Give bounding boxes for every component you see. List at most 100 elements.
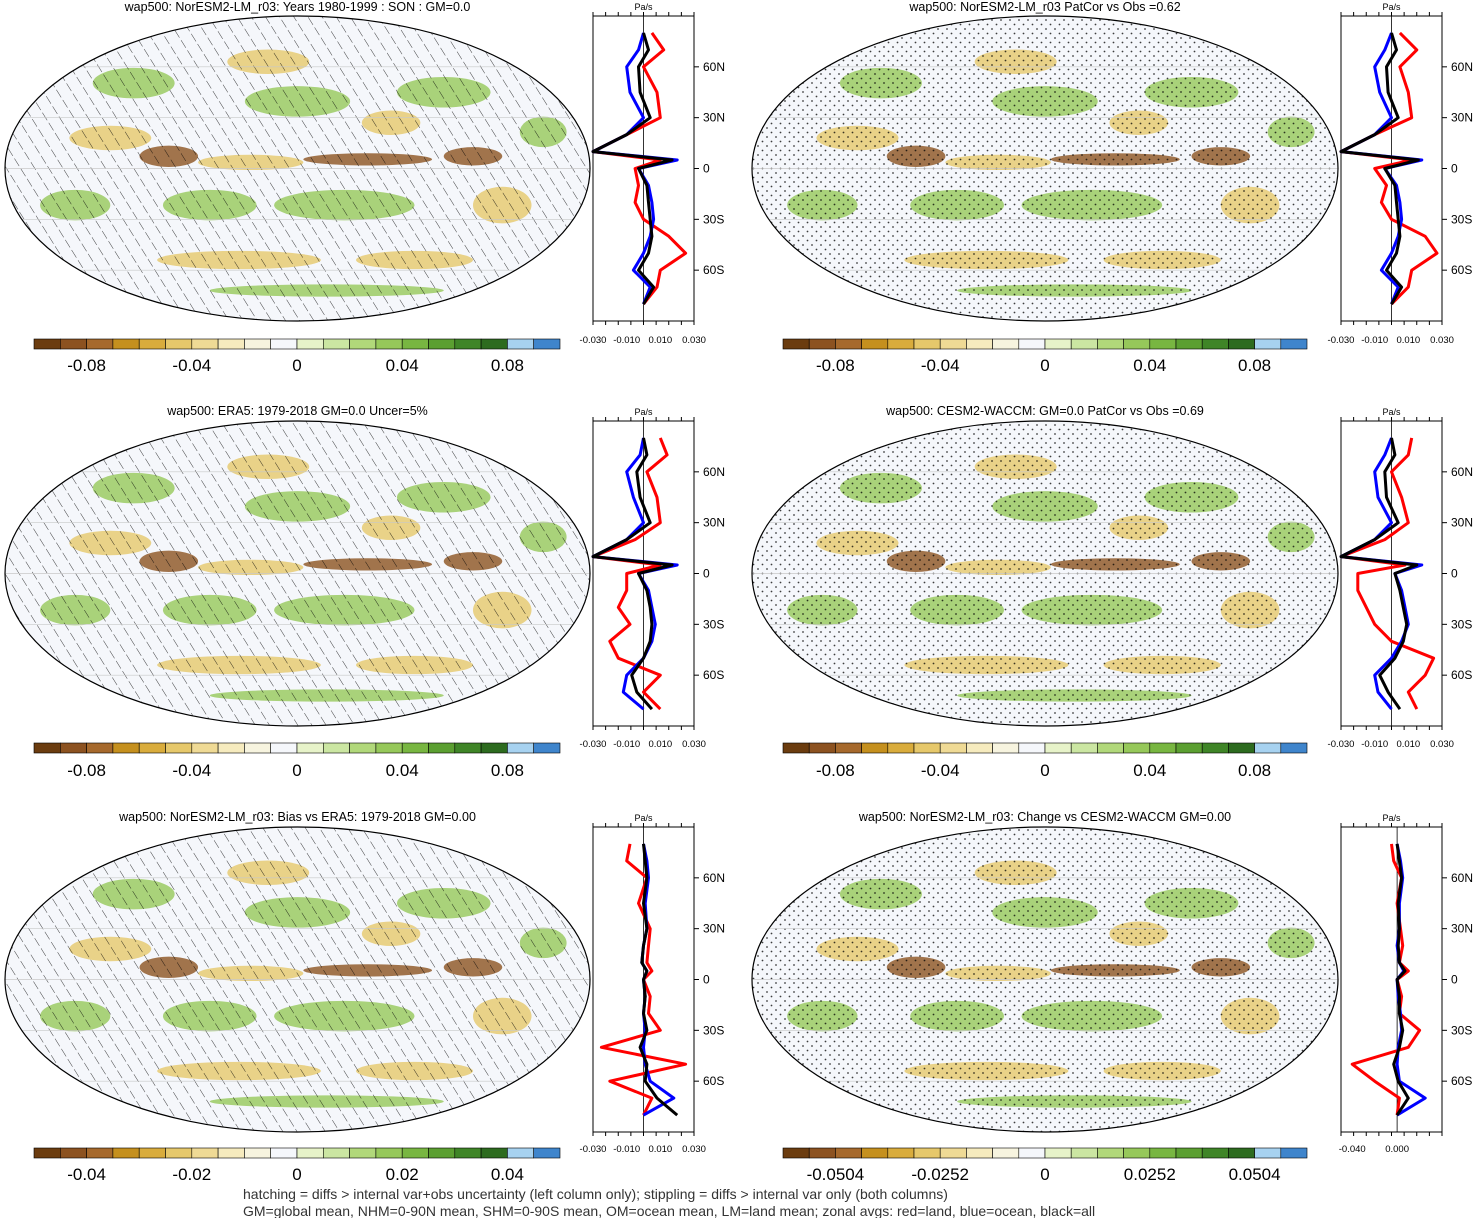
panel-1-profile-x-label: 0.030 bbox=[682, 335, 706, 346]
panel-2-profile-x-label: -0.010 bbox=[1361, 335, 1388, 346]
panel-4-colorbar-swatch bbox=[939, 742, 967, 754]
panel-2-colorbar-swatch bbox=[782, 338, 810, 350]
panel-6-profile-unit: Pa/s bbox=[1382, 813, 1401, 823]
panel-6-profile-lat-label: 30S bbox=[1451, 1023, 1472, 1037]
panel-5-profile-x-label: -0.010 bbox=[613, 1144, 640, 1155]
panel-4-profile-line-land bbox=[1339, 437, 1436, 710]
panel-5-profile-lat-label: 30S bbox=[703, 1023, 724, 1037]
panel-6-colorbar-tick-label: 0.0504 bbox=[1229, 1165, 1281, 1184]
panel-4-colorbar-swatch bbox=[992, 742, 1020, 754]
panel-2-colorbar-swatch bbox=[1044, 338, 1072, 350]
footer-line-1: hatching = diffs > internal var+obs unce… bbox=[243, 1186, 948, 1202]
panel-2-profile-x-label: -0.030 bbox=[1328, 335, 1355, 346]
panel-3-colorbar-swatch bbox=[33, 742, 61, 754]
panel-2-profile-line-ocean bbox=[1339, 32, 1424, 305]
panel-1-colorbar-tick-label: 0.04 bbox=[386, 356, 419, 375]
panel-3-colorbar-swatch bbox=[86, 742, 114, 754]
panel-1-map-outline bbox=[4, 15, 591, 322]
panel-1-colorbar-swatch bbox=[59, 338, 87, 350]
panel-5-colorbar-tick-label: 0 bbox=[292, 1165, 301, 1184]
panel-5-colorbar-swatch bbox=[59, 1147, 87, 1159]
panel-3-colorbar-swatch bbox=[191, 742, 219, 754]
panel-2-colorbar-swatch bbox=[1228, 338, 1255, 350]
panel-1-colorbar-swatch bbox=[480, 338, 508, 350]
panel-1-colorbar-tick-label: 0 bbox=[292, 356, 301, 375]
panel-3-colorbar-tick-label: 0 bbox=[292, 761, 301, 780]
panel-5-colorbar-tick-label: -0.02 bbox=[172, 1165, 211, 1184]
panel-5-profile-lat-label: 60S bbox=[703, 1074, 724, 1088]
panel-5-profile-lat-label: 0 bbox=[703, 973, 710, 987]
panel-4-profile-lat-label: 60N bbox=[1451, 465, 1473, 479]
panel-4-map-outline bbox=[751, 420, 1339, 727]
panel-3-profile-x-label: 0.010 bbox=[648, 739, 672, 750]
panel-4-colorbar-swatch bbox=[1228, 742, 1255, 754]
panel-2-profile-x-label: 0.030 bbox=[1430, 335, 1454, 346]
panel-2-map-field bbox=[752, 16, 1338, 321]
panel-6-profile-lat-label: 0 bbox=[1451, 973, 1458, 987]
panel-5-colorbar-tick-label: -0.04 bbox=[67, 1165, 106, 1184]
panel-4-colorbar-swatch bbox=[782, 742, 810, 754]
panel-6-colorbar-swatch bbox=[1228, 1147, 1255, 1159]
panel-5-colorbar-swatch bbox=[112, 1147, 140, 1159]
panel-2-profile-unit: Pa/s bbox=[1382, 2, 1401, 12]
panel-4-colorbar-tick-label: -0.08 bbox=[816, 761, 855, 780]
panel-4-colorbar-swatch bbox=[1280, 742, 1308, 754]
panel-2-colorbar-swatch bbox=[1123, 338, 1151, 350]
panel-5-colorbar-swatch bbox=[454, 1147, 482, 1159]
panel-2-colorbar-tick-label: 0.04 bbox=[1133, 356, 1166, 375]
panel-5-colorbar-swatch bbox=[349, 1147, 377, 1159]
panel-3-profile-x-label: 0.030 bbox=[682, 739, 706, 750]
panel-6-colorbar-swatch bbox=[1097, 1147, 1124, 1159]
panel-6-colorbar-swatch bbox=[1149, 1147, 1177, 1159]
panel-1-colorbar-tick-label: -0.04 bbox=[172, 356, 211, 375]
panel-3-colorbar-swatch bbox=[59, 742, 87, 754]
panel-1-colorbar-tick-label: 0.08 bbox=[491, 356, 524, 375]
panel-1-colorbar-swatch bbox=[507, 338, 534, 350]
panel-3-colorbar-swatch bbox=[375, 742, 403, 754]
panel-6-colorbar-swatch bbox=[887, 1147, 915, 1159]
panel-1-colorbar-swatch bbox=[401, 338, 429, 350]
panel-1-profile-lat-label: 30S bbox=[703, 212, 724, 226]
panel-3: wap500: ERA5: 1979-2018 GM=0.0 Uncer=5% -… bbox=[4, 404, 725, 780]
panel-4-profile-x-label: -0.010 bbox=[1361, 739, 1388, 750]
panel-4-colorbar-swatch bbox=[1070, 742, 1098, 754]
panel-6-colorbar-tick-label: 0 bbox=[1040, 1165, 1049, 1184]
panel-5-title: wap500: NorESM2-LM_r03: Bias vs ERA5: 19… bbox=[118, 810, 476, 824]
panel-5-colorbar-swatch bbox=[296, 1147, 324, 1159]
panel-5-profile-lat-label: 30N bbox=[703, 922, 725, 936]
panel-2-profile-line-all bbox=[1339, 32, 1420, 305]
panel-6-colorbar-swatch bbox=[861, 1147, 889, 1159]
panel-2-colorbar-tick-label: -0.08 bbox=[816, 356, 855, 375]
panel-4-profile-lat-label: 30S bbox=[1451, 617, 1472, 631]
panel-1-colorbar-swatch bbox=[322, 338, 350, 350]
panel-3-map-outline bbox=[4, 420, 591, 727]
panel-2-colorbar-tick-label: 0.08 bbox=[1238, 356, 1271, 375]
panel-3-profile-line-land bbox=[591, 437, 669, 711]
panel-3-profile-line-all bbox=[591, 437, 674, 711]
panel-2-colorbar-swatch bbox=[1018, 338, 1046, 350]
panel-3-colorbar-swatch bbox=[349, 742, 377, 754]
panel-3-colorbar-swatch bbox=[244, 742, 271, 754]
panel-5-profile-line-all bbox=[638, 843, 679, 1117]
panel-1-colorbar-swatch bbox=[454, 338, 482, 350]
panel-5-colorbar-swatch bbox=[191, 1147, 219, 1159]
panel-2: wap500: NorESM2-LM_r03 PatCor vs Obs =0.… bbox=[751, 0, 1473, 375]
panel-4: wap500: CESM2-WACCM: GM=0.0 PatCor vs Ob… bbox=[751, 404, 1473, 780]
panel-3-colorbar-swatch bbox=[401, 742, 429, 754]
panel-2-colorbar-swatch bbox=[887, 338, 915, 350]
panel-6-profile-line-all bbox=[1392, 843, 1410, 1116]
panel-2-colorbar-tick-label: 0 bbox=[1040, 356, 1049, 375]
panel-1-colorbar-swatch bbox=[138, 338, 166, 350]
panel-3-profile-unit: Pa/s bbox=[634, 407, 653, 417]
panel-2-profile-x-label: 0.010 bbox=[1396, 335, 1420, 346]
panel-5-profile-unit: Pa/s bbox=[634, 813, 653, 823]
panel-3-profile-lat-label: 0 bbox=[703, 567, 710, 581]
panel-5-colorbar-swatch bbox=[375, 1147, 403, 1159]
panel-6-colorbar-swatch bbox=[1018, 1147, 1046, 1159]
panel-5-profile-x-label: 0.030 bbox=[682, 1144, 706, 1155]
panel-4-colorbar-swatch bbox=[913, 742, 941, 754]
panel-2-colorbar-swatch bbox=[1280, 338, 1308, 350]
panel-2-colorbar-swatch bbox=[1201, 338, 1229, 350]
panel-4-profile-x-label: -0.030 bbox=[1328, 739, 1355, 750]
panel-3-colorbar-tick-label: -0.08 bbox=[67, 761, 106, 780]
